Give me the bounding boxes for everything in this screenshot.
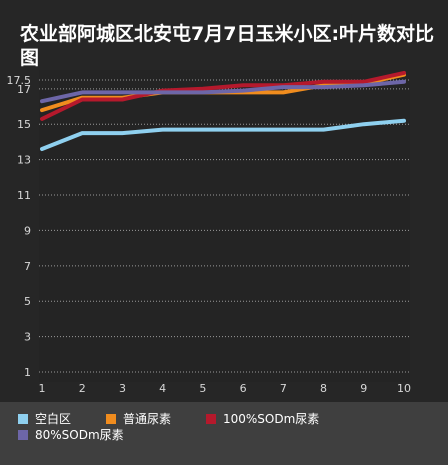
legend-label-series-3: 100%SODm尿素 [223, 412, 320, 426]
y-tick-label-9: 17 [17, 83, 31, 96]
legend-label-series-2: 普通尿素 [123, 412, 172, 426]
legend-label-series-1: 空白区 [35, 412, 72, 426]
series-line-4 [40, 79, 406, 104]
y-tick-label-7: 13 [17, 154, 31, 167]
y-tick-label-3: 5 [24, 295, 31, 308]
y-tick-label-6: 11 [17, 189, 31, 202]
legend-swatch-series-3 [206, 414, 216, 424]
legend-item-series-3: 100%SODm尿素 [206, 411, 319, 427]
series-lines [40, 70, 406, 151]
x-tick-label-10: 10 [397, 382, 411, 395]
legend-swatch-series-1 [18, 414, 28, 424]
plot-area [39, 70, 410, 382]
legend-item-series-1: 空白区 [18, 411, 71, 427]
legend-swatch-series-4 [18, 430, 28, 440]
x-tick-label-1: 1 [39, 382, 46, 395]
y-tick-label-4: 7 [24, 260, 31, 273]
y-tick-label-5: 9 [24, 224, 31, 237]
legend-label-series-4: 80%SODm尿素 [35, 428, 124, 442]
series-line-3 [40, 70, 406, 121]
x-tick-label-2: 2 [79, 382, 86, 395]
x-tick-label-5: 5 [199, 382, 206, 395]
x-axis-tick-labels: 1 2 3 4 5 6 7 8 9 10 [39, 382, 412, 395]
x-tick-label-9: 9 [360, 382, 367, 395]
legend: 空白区 普通尿素 100%SODm尿素 80%SODm尿素 [0, 402, 448, 465]
y-tick-label-1: 1 [24, 366, 31, 379]
legend-swatch-series-2 [106, 414, 116, 424]
series-line-1 [40, 118, 406, 151]
y-tick-label-8: 15 [17, 118, 31, 131]
y-tick-label-10: 17.5 [7, 74, 32, 87]
chart-title: 农业部阿城区北安屯7月7日玉米小区:叶片数对比图 [20, 23, 435, 69]
x-tick-label-7: 7 [280, 382, 287, 395]
legend-item-series-4: 80%SODm尿素 [18, 427, 124, 443]
x-tick-label-3: 3 [119, 382, 126, 395]
legend-item-series-2: 普通尿素 [106, 411, 171, 427]
x-tick-label-6: 6 [240, 382, 247, 395]
x-tick-label-8: 8 [320, 382, 327, 395]
y-tick-label-2: 3 [24, 331, 31, 344]
x-tick-label-4: 4 [159, 382, 166, 395]
